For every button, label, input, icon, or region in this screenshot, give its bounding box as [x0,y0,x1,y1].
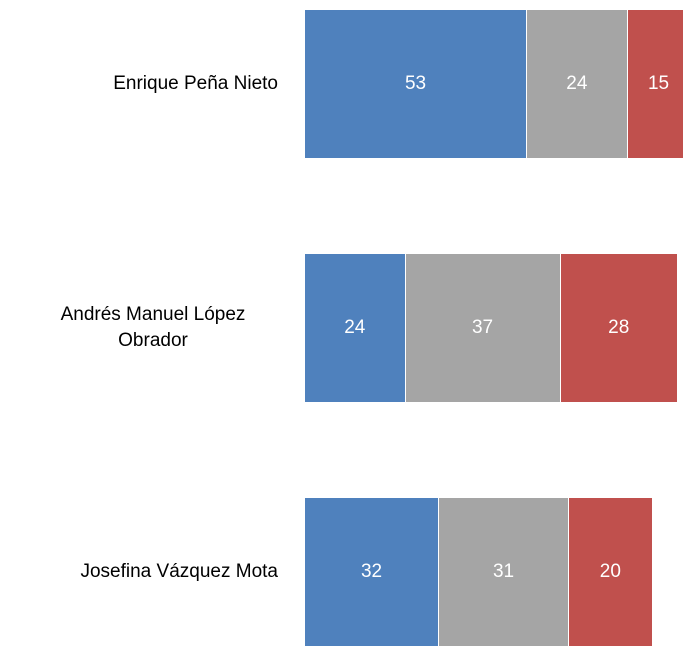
bar-segment: 28 [560,254,678,402]
category-label: Andrés Manuel López Obrador [0,254,278,402]
bar-segment: 31 [439,498,569,646]
category-label: Enrique Peña Nieto [0,10,278,158]
data-label: 24 [566,73,588,94]
bar-segment: 24 [527,10,628,158]
bar-segment: 24 [305,254,406,402]
data-label: 37 [471,317,494,338]
bar-segment: 20 [568,498,653,646]
data-label: 31 [492,561,515,582]
data-label: 15 [647,73,670,94]
category-label: Josefina Vázquez Mota [0,498,278,646]
category-text: Andrés Manuel López Obrador [60,304,246,351]
data-label: 24 [344,317,366,338]
data-label: 20 [599,561,621,582]
data-label: 53 [404,73,427,94]
data-label: 28 [608,317,630,338]
category-text: Enrique Peña Nieto [113,73,278,94]
category-text: Josefina Vázquez Mota [80,561,278,582]
bar-segment: 32 [305,498,440,646]
data-label: 32 [360,561,383,582]
bar-segment: 37 [405,254,561,402]
bar-segment: 15 [627,10,683,158]
bar-segment: 53 [305,10,528,158]
